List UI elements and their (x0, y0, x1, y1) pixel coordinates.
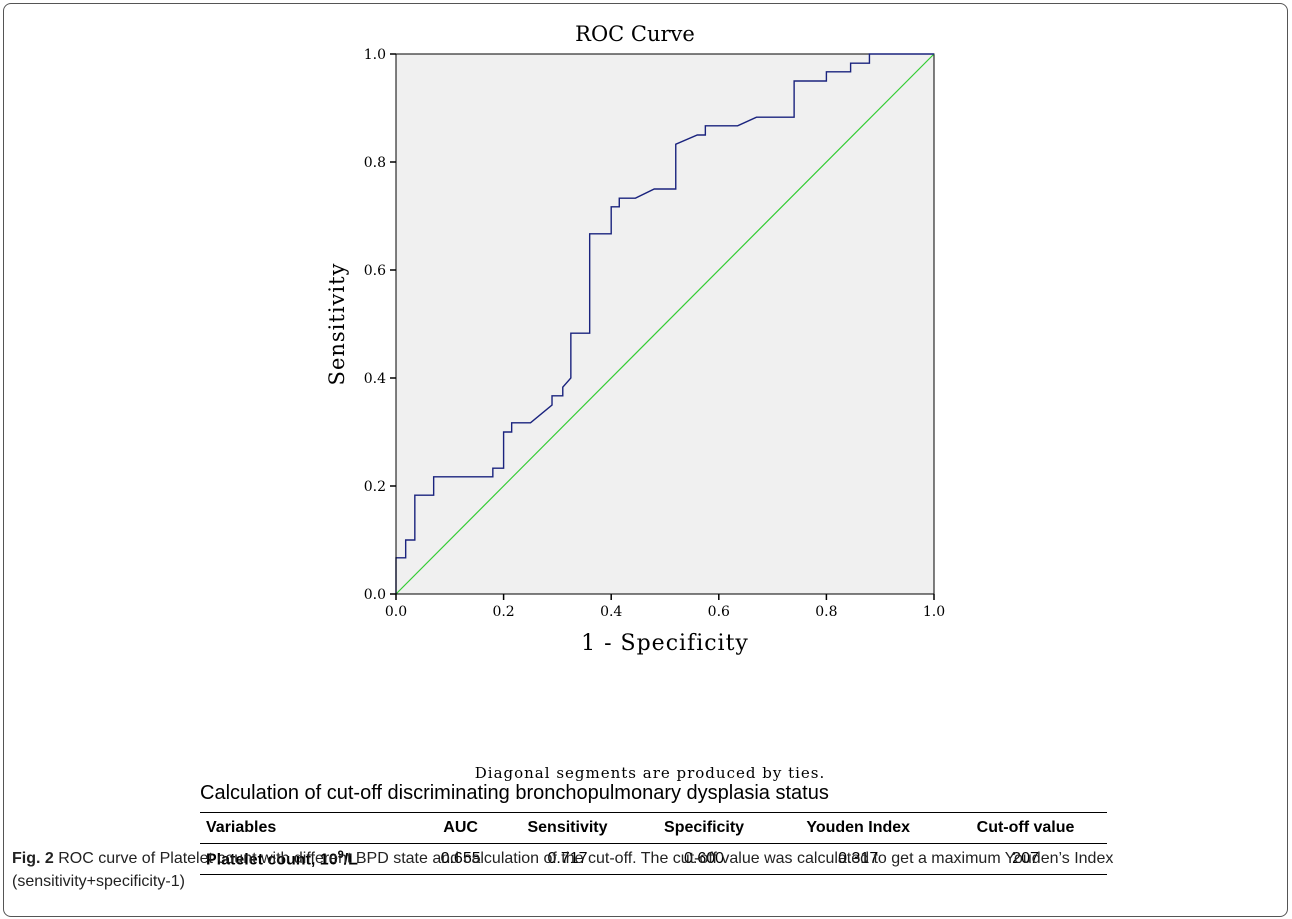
table-header-row: Variables AUC Sensitivity Specificity Yo… (200, 812, 1107, 844)
header-youden-index: Youden Index (772, 812, 945, 844)
row-label-platelet-count: Platelet count, 109/L (200, 843, 422, 875)
x-axis: 0.0 0.2 0.4 0.6 0.8 1.0 (385, 593, 945, 620)
figure-caption: Fig. 2 ROC curve of Platelet count with … (12, 847, 1272, 893)
reference-diagonal (395, 53, 935, 595)
reference-diagonal-line (395, 53, 935, 595)
y-tick-label: 1.0 (364, 47, 386, 63)
y-tick-label: 0.0 (364, 587, 386, 603)
y-tick-label: 0.2 (364, 479, 386, 495)
x-axis-label: 1 - Specificity (581, 631, 749, 656)
x-tick-label: 0.4 (600, 604, 622, 620)
cell-specificity: 0.600 (635, 843, 773, 875)
roc-chart: ROC Curve 0.00.20.40.60.81.0 0.0 0.2 0.4 0.… (325, 22, 945, 656)
y-tick-label: 0.8 (364, 155, 386, 171)
ties-note: Diagonal segments are produced by ties. (474, 764, 826, 782)
table-title: Calculation of cut-off discriminating br… (200, 782, 829, 804)
chart-title: ROC Curve (575, 22, 695, 46)
row-label-exponent: 9 (337, 848, 344, 861)
figure-frame (3, 3, 1288, 917)
cell-cutoff-value: 207 (944, 843, 1107, 875)
header-sensitivity: Sensitivity (499, 812, 636, 844)
header-specificity: Specificity (635, 812, 773, 844)
x-tick-label: 1.0 (923, 604, 945, 620)
caption-text: ROC curve of Platelet count with differe… (12, 850, 1114, 890)
cell-auc: 0.655 (422, 843, 500, 875)
x-tick-label: 0.0 (385, 604, 407, 620)
header-variables: Variables (200, 812, 422, 844)
cell-youden-index: 0.317 (772, 843, 945, 875)
row-label-unit: /L (343, 851, 358, 869)
y-tick-label: 0.4 (364, 371, 386, 387)
header-auc: AUC (422, 812, 500, 844)
table-row: Platelet count, 109/L 0.655 0.717 0.600 … (200, 843, 1107, 875)
x-tick-label: 0.6 (708, 604, 730, 620)
y-tick-label: 0.6 (364, 263, 386, 279)
x-tick-label: 0.8 (815, 604, 837, 620)
y-axis: 0.0 0.2 0.4 0.6 0.8 1.0 (364, 47, 397, 603)
y-axis-label: Sensitivity (325, 263, 349, 386)
header-cutoff-value: Cut-off value (944, 812, 1107, 844)
cell-sensitivity: 0.717 (499, 843, 636, 875)
cutoff-table: Variables AUC Sensitivity Specificity Yo… (200, 812, 1107, 875)
roc-curve-line (395, 53, 934, 594)
roc-curve (395, 53, 934, 594)
x-tick-label: 0.2 (492, 604, 514, 620)
row-label-main: Platelet count, 10 (206, 851, 338, 869)
caption-label: Fig. 2 (12, 850, 54, 867)
